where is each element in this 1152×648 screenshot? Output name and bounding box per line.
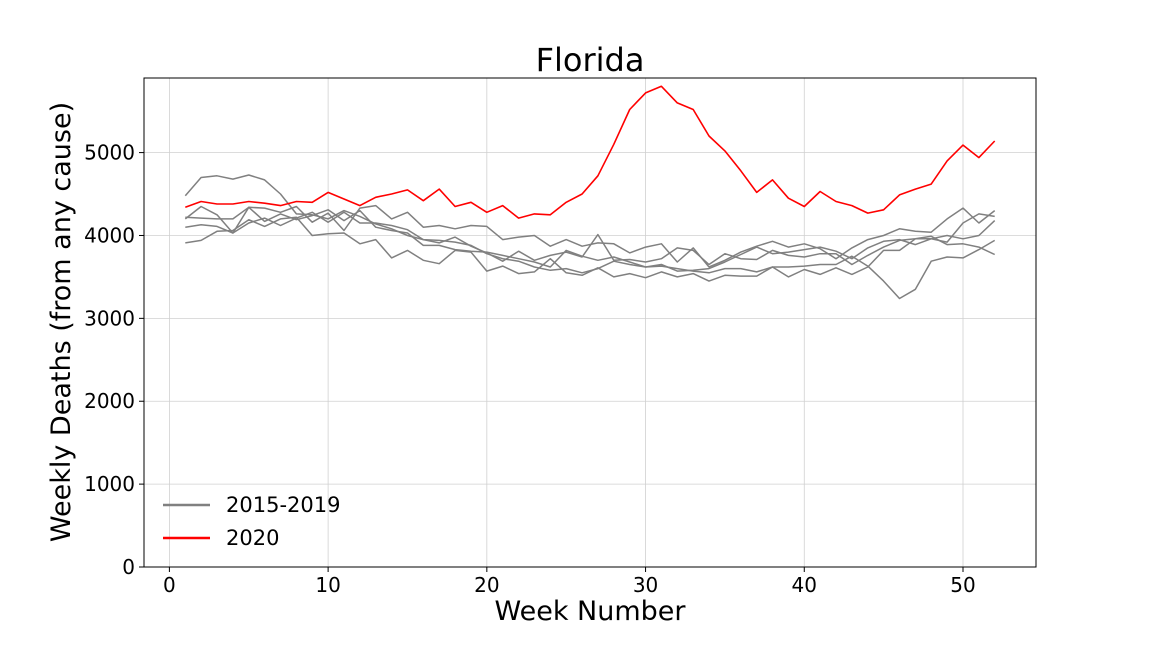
y-axis-label: Weekly Deaths (from any cause)	[46, 102, 77, 542]
x-tick-label: 10	[315, 573, 340, 597]
x-tick-label: 40	[792, 573, 817, 597]
series-layer	[184, 85, 996, 300]
series-line-2015-2019	[185, 211, 996, 266]
x-tick-label: 20	[474, 573, 499, 597]
legend: 2015-2019 2020	[163, 493, 340, 550]
x-axis-label: Week Number	[494, 596, 686, 627]
series-line-2015-2019	[185, 213, 995, 282]
y-tick-label: 3000	[84, 306, 135, 330]
series-line-2020	[185, 85, 996, 219]
x-tick-label: 30	[633, 573, 658, 597]
ticks-layer: 0 10 20 30 40 50 0 1000 2000 3000 4000 5000	[84, 141, 976, 597]
y-tick-label: 0	[122, 555, 135, 579]
chart-title: Florida	[536, 41, 645, 79]
series-line-2015-2019	[184, 174, 996, 300]
y-tick-label: 1000	[84, 472, 135, 496]
plot-frame	[143, 77, 1037, 568]
x-tick-label: 0	[163, 573, 176, 597]
y-tick-label: 4000	[84, 223, 135, 247]
legend-label: 2015-2019	[226, 493, 340, 517]
x-tick-label: 50	[950, 573, 975, 597]
legend-label: 2020	[226, 526, 279, 550]
y-tick-label: 2000	[84, 389, 135, 413]
series-line-2015-2019	[185, 206, 996, 272]
y-tick-label: 5000	[84, 141, 135, 165]
